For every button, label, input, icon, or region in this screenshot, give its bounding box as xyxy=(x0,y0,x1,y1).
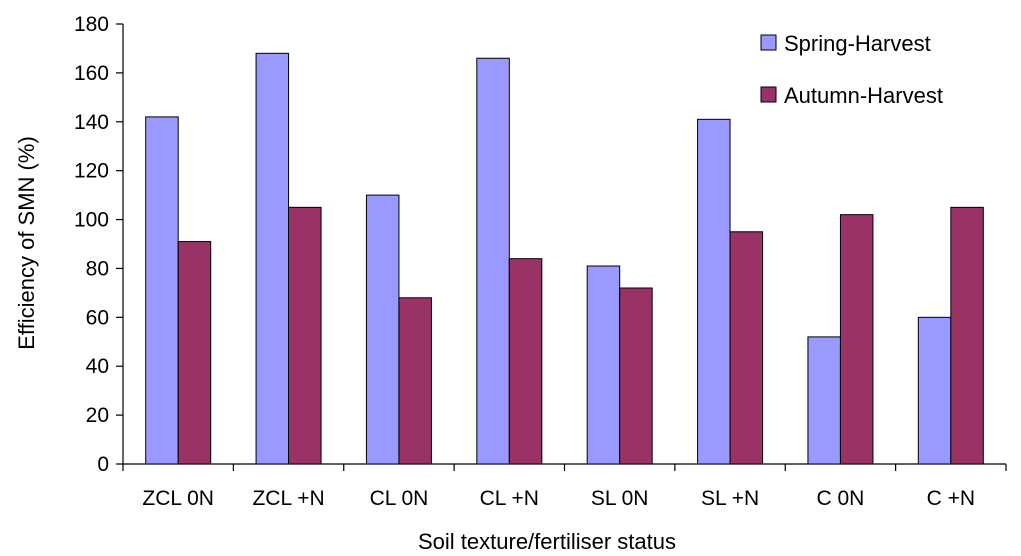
legend-label: Autumn-Harvest xyxy=(784,83,943,108)
bar-autumn-c-0n xyxy=(839,214,874,465)
bar-spring-sl-n xyxy=(697,118,731,465)
bar-spring-cl-0n xyxy=(365,194,400,465)
y-axis-title: Efficiency of SMN (%) xyxy=(14,136,39,350)
bar-spring-c-0n xyxy=(807,336,841,465)
x-axis-title: Soil texture/fertiliser status xyxy=(418,529,676,554)
y-tick-label: 160 xyxy=(74,62,109,85)
bar-autumn-zcl-n xyxy=(288,206,322,465)
x-axis-ticks: ZCL 0N ZCL +N CL 0N CL +N SL 0N SL +N C 0N C +N xyxy=(122,464,1007,510)
x-tick-label: SL 0N xyxy=(591,487,649,510)
y-tick-label: 0 xyxy=(97,453,109,476)
y-axis-ticks: 0 20 40 60 80 100 120 140 160 180 xyxy=(74,13,123,476)
y-tick-label: 20 xyxy=(86,404,109,427)
legend-swatch xyxy=(760,86,777,103)
bar-autumn-cl-n xyxy=(508,258,543,465)
x-tick-label: ZCL 0N xyxy=(142,487,214,510)
legend-swatch xyxy=(760,34,777,51)
bar-spring-zcl-n xyxy=(255,52,290,465)
y-tick-label: 80 xyxy=(86,257,109,280)
y-tick-label: 120 xyxy=(74,160,109,183)
bar-spring-zcl-0n xyxy=(145,116,179,465)
bar-spring-sl-0n xyxy=(586,265,621,465)
y-tick-label: 180 xyxy=(74,13,109,36)
x-tick-label: CL +N xyxy=(480,487,539,510)
bar-autumn-zcl-0n xyxy=(177,241,212,465)
bar-spring-c-n xyxy=(917,316,952,465)
y-tick-label: 40 xyxy=(86,355,109,378)
x-tick-label: CL 0N xyxy=(370,487,429,510)
y-tick-label: 100 xyxy=(74,209,109,232)
x-tick-label: SL +N xyxy=(701,487,759,510)
bar-autumn-sl-0n xyxy=(619,287,653,465)
bars xyxy=(145,52,984,465)
bar-spring-cl-n xyxy=(476,57,510,465)
x-tick-label: C +N xyxy=(927,487,975,510)
x-tick-label: C 0N xyxy=(817,487,865,510)
y-tick-label: 60 xyxy=(86,306,109,329)
bar-autumn-sl-n xyxy=(729,231,764,465)
y-tick-label: 140 xyxy=(74,111,109,134)
bar-autumn-cl-0n xyxy=(398,297,432,465)
bar-autumn-c-n xyxy=(950,206,984,465)
x-tick-label: ZCL +N xyxy=(252,487,324,510)
legend: Spring-Harvest Autumn-Harvest xyxy=(760,31,943,108)
legend-label: Spring-Harvest xyxy=(784,31,931,56)
